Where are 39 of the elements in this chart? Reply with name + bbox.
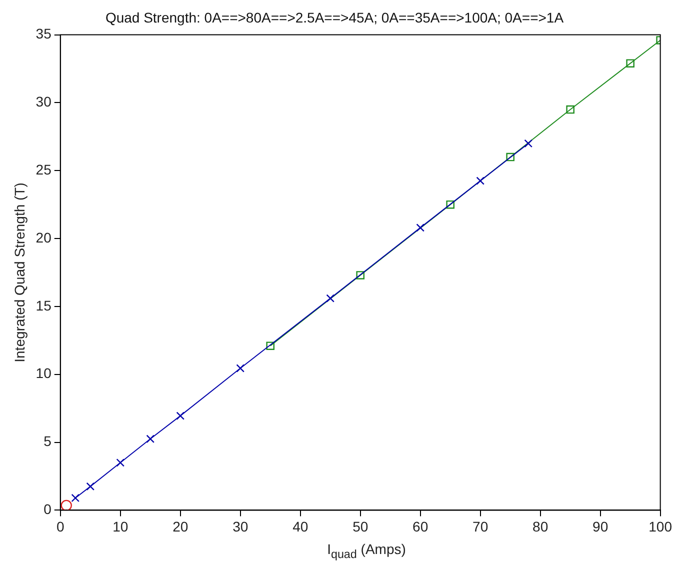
point: [326, 294, 334, 302]
x-tick-label: 30: [232, 518, 248, 534]
point: [506, 152, 514, 162]
x-tick-label: 10: [112, 518, 128, 534]
point: [626, 59, 634, 68]
y-tick-label: 15: [36, 297, 52, 314]
point: [86, 482, 95, 491]
x-tick-label: 90: [592, 518, 608, 534]
x-tick-label: 60: [412, 518, 428, 534]
y-axis-title: Integrated Quad Strength (T): [11, 182, 28, 362]
x-tick-label: 80: [532, 518, 548, 534]
y-tick-label: 20: [36, 229, 52, 246]
x-tick-label: 0: [56, 518, 64, 534]
point: [116, 458, 125, 467]
x-axis-title: I$_{quad}$ (Amps): [326, 541, 407, 561]
y-tick-label: 25: [36, 161, 52, 178]
point: [524, 139, 532, 148]
point: [416, 224, 424, 232]
y-tick-label: 10: [36, 365, 52, 382]
point: [236, 364, 244, 372]
x-tick-label: 100: [648, 518, 672, 534]
y-tick-label: 35: [36, 26, 52, 42]
y-tick-label: 5: [44, 433, 52, 450]
point: [446, 200, 454, 209]
x-tick-label: 50: [352, 518, 368, 534]
point: [146, 434, 154, 444]
point: [566, 105, 574, 114]
chart-title: Quad Strength: 0A==>80A==>2.5A==>45A; 0A==35A==>100A; 0A==>1A: [105, 9, 564, 26]
x-tick-label: 20: [172, 518, 188, 534]
point: [476, 176, 484, 185]
point: [60, 500, 72, 510]
y-tick-label: 30: [36, 94, 52, 110]
x-tick-label: 40: [292, 518, 308, 534]
point: [176, 412, 184, 420]
x-tick-label: 70: [472, 518, 488, 534]
point: [266, 342, 274, 350]
y-tick-label: 0: [44, 501, 52, 518]
point: [356, 271, 364, 280]
point: [71, 494, 80, 502]
